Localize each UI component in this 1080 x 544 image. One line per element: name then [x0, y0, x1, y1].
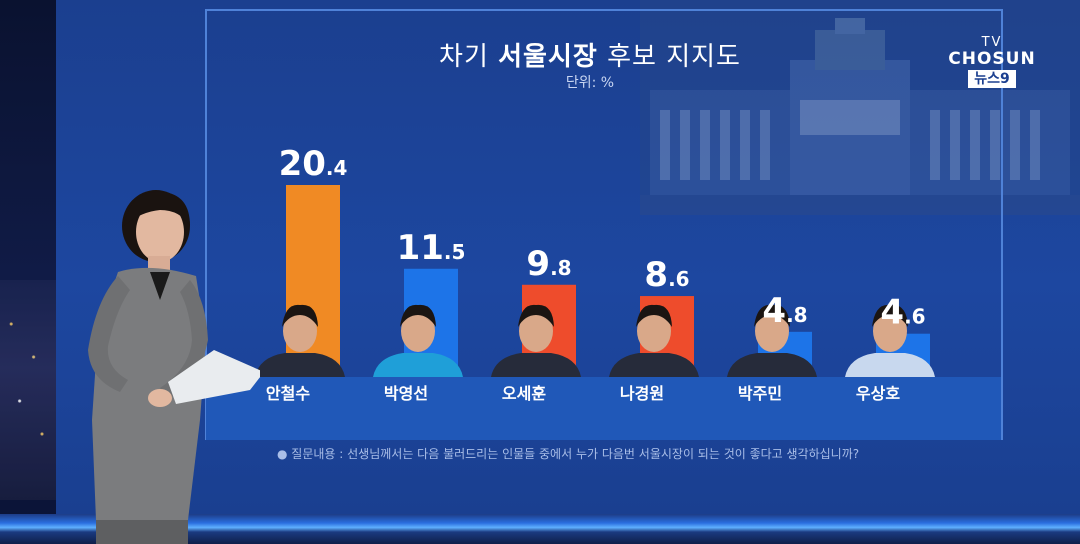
- chart-unit: 단위: %: [565, 75, 615, 91]
- candidate-photo-1: [373, 304, 463, 377]
- question-note: ● 질문내용 : 선생님께서는 다음 불러드리는 인물들 중에서 누가 다음번 …: [277, 447, 860, 461]
- candidate-photo-3: [609, 304, 699, 377]
- logo-news-badge: 뉴스9: [968, 70, 1016, 88]
- candidate-photo-5: [845, 304, 935, 377]
- chart-title-part-1: 차기: [439, 42, 499, 72]
- chart-title-part-3: 후보 지지도: [597, 42, 741, 72]
- value-label-5: 4.6: [880, 293, 925, 333]
- category-label-4: 박주민: [737, 384, 783, 403]
- chart-title-part-2: 서울시장: [498, 42, 598, 72]
- city-night-image: [0, 280, 56, 500]
- candidate-label-band: [206, 377, 1001, 440]
- chart-title: 차기 서울시장 후보 지지도: [350, 36, 830, 73]
- candidate-photo-2: [491, 304, 581, 377]
- category-label-3: 나경원: [619, 384, 665, 403]
- value-label-4: 4.8: [762, 291, 807, 331]
- category-label-0: 안철수: [265, 384, 311, 403]
- city-hall-building-image: [640, 0, 1080, 215]
- presenter-figure: [88, 190, 260, 544]
- value-label-1: 11.5: [397, 228, 466, 268]
- broadcaster-logo: TV CHOSUN 뉴스9: [944, 36, 1040, 88]
- logo-brand-text: CHOSUN: [948, 49, 1036, 69]
- value-label-2: 9.8: [526, 244, 571, 284]
- candidate-photo-4: [727, 304, 817, 377]
- category-label-2: 오세훈: [501, 384, 547, 403]
- value-label-3: 8.6: [644, 255, 689, 295]
- value-label-0: 20.4: [279, 144, 348, 184]
- candidate-photo-0: [255, 304, 345, 377]
- category-label-1: 박영선: [383, 384, 429, 403]
- category-label-5: 우상호: [855, 384, 901, 403]
- logo-top-text: TV: [981, 35, 1003, 50]
